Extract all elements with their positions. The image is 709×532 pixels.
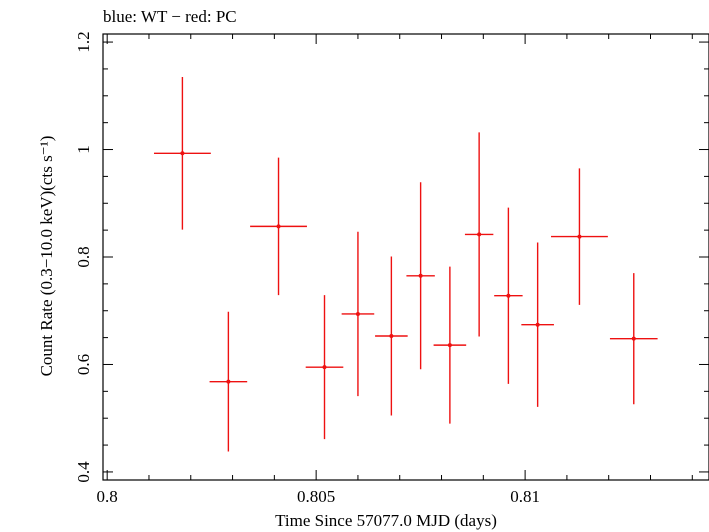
data-point xyxy=(209,311,248,452)
y-tick-label: 1 xyxy=(74,145,93,154)
data-point xyxy=(551,168,608,305)
data-point xyxy=(433,266,467,424)
data-point xyxy=(464,132,494,337)
chart-title: blue: WT − red: PC xyxy=(103,7,237,26)
x-tick-label: 0.805 xyxy=(297,487,335,506)
x-tick-label: 0.8 xyxy=(97,487,118,506)
data-point xyxy=(406,182,435,370)
data-marker xyxy=(226,379,231,384)
data-marker xyxy=(322,365,327,370)
data-marker xyxy=(577,234,582,239)
data-marker xyxy=(355,311,360,316)
data-point xyxy=(341,231,375,397)
data-point xyxy=(375,256,408,416)
data-point xyxy=(494,207,523,384)
data-marker xyxy=(447,343,452,348)
data-marker xyxy=(477,232,482,237)
x-tick-label: 0.81 xyxy=(510,487,540,506)
data-marker xyxy=(180,151,185,156)
data-marks xyxy=(153,76,658,452)
y-tick-label: 0.8 xyxy=(74,246,93,267)
data-point xyxy=(609,273,658,405)
data-marker xyxy=(276,224,281,229)
data-marker xyxy=(389,333,394,338)
y-axis-label: Count Rate (0.3−10.0 keV)(cts s⁻¹) xyxy=(37,136,56,377)
plot-frame xyxy=(102,33,709,481)
data-marker xyxy=(418,273,423,278)
y-tick-label: 0.6 xyxy=(74,354,93,375)
data-point xyxy=(153,76,211,230)
data-marker xyxy=(631,336,636,341)
axes: 0.8 0.805 0.810.40.60.811.2 xyxy=(74,31,709,506)
data-marker xyxy=(506,293,511,298)
data-point xyxy=(521,242,554,407)
data-point xyxy=(305,295,344,440)
y-tick-label: 0.4 xyxy=(74,461,93,483)
data-marker xyxy=(535,322,540,327)
data-point xyxy=(250,157,307,296)
y-tick-label: 1.2 xyxy=(74,31,93,52)
x-axis-label: Time Since 57077.0 MJD (days) xyxy=(275,511,497,530)
